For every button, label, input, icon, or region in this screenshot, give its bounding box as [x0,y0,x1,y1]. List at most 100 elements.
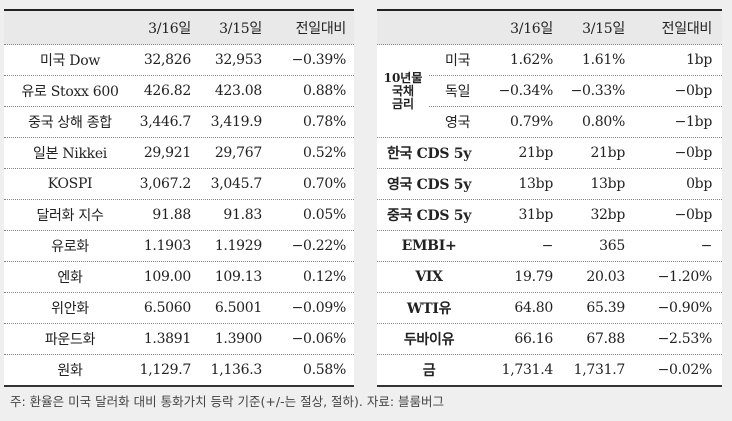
row-label: 위안화 [51,301,89,317]
table-row: 한국 CDS 5y 21bp 21bp −0bp [377,138,722,169]
value-date-1: − [541,238,554,254]
header-change: 전일대비 [661,20,713,37]
row-label: 영국 [445,115,471,131]
value-change: 0.70% [303,176,346,192]
table-row: 중국 CDS 5y 31bp 32bp −0bp [377,200,722,231]
value-change: 0.12% [303,269,346,285]
table-header-row: 3/16일 3/15일 전일대비 [377,11,722,45]
value-date-2: 13bp [590,176,625,192]
value-date-2: 32bp [590,207,625,223]
row-label: 중국 CDS 5y [386,208,472,224]
bond-yield-group: 10년물 국채 금리 미국 1.62% 1.61% 1bp 독일 −0.34% −0.33%… [377,45,722,138]
row-label: 원화 [57,363,83,379]
value-date-1: 32,826 [143,52,191,68]
header-change: 전일대비 [295,20,347,37]
value-date-1: 13bp [518,176,553,192]
value-date-2: 3,419.9 [210,114,263,130]
value-date-2: 1.3900 [214,331,262,347]
value-change: −2.53% [657,331,713,347]
value-change: 0.58% [303,362,346,378]
footnote: 주: 환율은 미국 달러화 대비 통화가치 등락 기준(+/-는 절상, 절하)… [10,394,445,409]
row-label: 유로화 [51,239,89,255]
row-label: 두바이유 [403,332,455,348]
value-date-2: 1.1929 [214,238,262,254]
row-label: 독일 [445,84,471,100]
table-header-row: 3/16일 3/15일 전일대비 [4,11,354,45]
value-date-2: 1.61% [582,52,625,68]
value-date-2: 6.5001 [214,300,262,316]
rates-commodities-table: 3/16일 3/15일 전일대비 10년물 국채 금리 미국 1.62% 1.61%… [377,9,722,387]
value-date-2: 67.88 [586,331,625,347]
table-row: 일본 Nikkei 29,921 29,767 0.52% [4,138,354,169]
value-change: 0.05% [303,207,346,223]
row-label: 달러화 지수 [36,208,104,224]
table-row: 영국 CDS 5y 13bp 13bp 0bp [377,169,722,200]
value-date-2: 1,136.3 [210,362,263,378]
row-label: 미국 Dow [39,53,101,69]
value-change: −0.02% [657,362,713,378]
row-label: WTI유 [406,301,452,317]
header-date-1: 3/16일 [510,20,553,37]
table-row: 독일 −0.34% −0.33% −0bp [429,76,722,107]
value-change: −0.39% [291,52,347,68]
value-date-1: 91.88 [152,207,191,223]
value-date-1: 426.82 [143,83,191,99]
table-row: 금 1,731.4 1,731.7 −0.02% [377,355,722,385]
row-label: 중국 상해 종합 [28,115,112,131]
table-row: KOSPI 3,067.2 3,045.7 0.70% [4,169,354,200]
table-row: 파운드화 1.3891 1.3900 −0.06% [4,324,354,355]
value-date-1: 1,129.7 [139,362,192,378]
value-change: −0bp [674,145,713,161]
table-row: 위안화 6.5060 6.5001 −0.09% [4,293,354,324]
table-row: VIX 19.79 20.03 −1.20% [377,262,722,293]
header-date-1: 3/16일 [148,20,191,37]
value-change: −0.09% [291,300,347,316]
row-label: 금 [422,363,436,379]
value-date-1: 64.80 [514,300,553,316]
market-index-fx-table: 3/16일 3/15일 전일대비 미국 Dow 32,826 32,953 −0.39… [4,9,354,387]
value-date-1: −0.34% [498,83,554,99]
value-date-1: 109.00 [143,269,191,285]
table-row: 미국 1.62% 1.61% 1bp [429,45,722,76]
value-change: −0.22% [291,238,347,254]
value-date-1: 31bp [518,207,553,223]
value-date-2: 21bp [590,145,625,161]
value-date-2: 29,767 [214,145,262,161]
row-label: 한국 CDS 5y [386,146,472,162]
value-change: −1.20% [657,269,713,285]
row-label: 일본 Nikkei [33,146,107,162]
table-row: 엔화 109.00 109.13 0.12% [4,262,354,293]
value-date-2: 109.13 [214,269,262,285]
table-row: 중국 상해 종합 3,446.7 3,419.9 0.78% [4,107,354,138]
value-change: 0.78% [303,114,346,130]
value-date-1: 3,446.7 [139,114,192,130]
value-date-2: 1,731.7 [573,362,626,378]
row-label: 엔화 [57,270,83,286]
value-date-1: 1.62% [510,52,553,68]
value-date-1: 3,067.2 [139,176,192,192]
value-change: − [700,238,713,254]
value-change: 1bp [686,52,712,68]
value-date-1: 1.3891 [143,331,191,347]
value-date-2: 20.03 [586,269,625,285]
row-label: EMBI+ [401,238,457,254]
value-date-2: 32,953 [214,52,262,68]
value-date-1: 19.79 [514,269,553,285]
row-label: KOSPI [47,176,93,192]
value-date-1: 66.16 [514,331,553,347]
header-date-2: 3/15일 [219,20,262,37]
value-change: −0.06% [291,331,347,347]
row-label: VIX [415,269,443,285]
value-date-2: 0.80% [582,114,625,130]
bond-group-label: 10년물 국채 금리 [377,45,429,137]
value-change: −1bp [674,114,713,130]
value-change: 0bp [686,176,712,192]
value-date-2: 3,045.7 [210,176,263,192]
value-date-1: 0.79% [510,114,553,130]
row-label: 파운드화 [44,332,96,348]
table-row: 달러화 지수 91.88 91.83 0.05% [4,200,354,231]
row-label: 유로 Stoxx 600 [21,84,119,100]
value-change: −0bp [674,207,713,223]
bond-group-label-line: 금리 [391,96,415,111]
table-row: EMBI+ − 365 − [377,231,722,262]
